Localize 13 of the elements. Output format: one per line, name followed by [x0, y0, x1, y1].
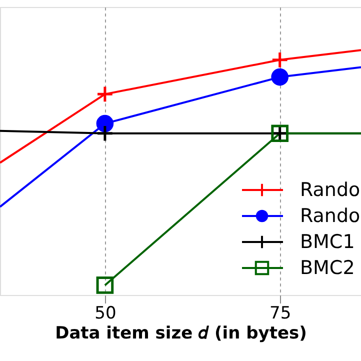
- legend-label: BMC2: [300, 257, 355, 279]
- point: [271, 68, 289, 86]
- point: [96, 124, 114, 142]
- legend-label: BMC1: [300, 231, 355, 253]
- legend-label: Rando: [300, 205, 360, 227]
- point: [96, 276, 114, 294]
- x-tick-label: 75: [270, 304, 292, 324]
- point: [96, 114, 114, 132]
- point: [271, 51, 289, 69]
- x-tick-label: 50: [94, 304, 116, 324]
- legend-label: Rando: [300, 179, 360, 201]
- point: [96, 86, 114, 103]
- x-axis-title: Data item size 𝑑 (in bytes): [55, 324, 307, 344]
